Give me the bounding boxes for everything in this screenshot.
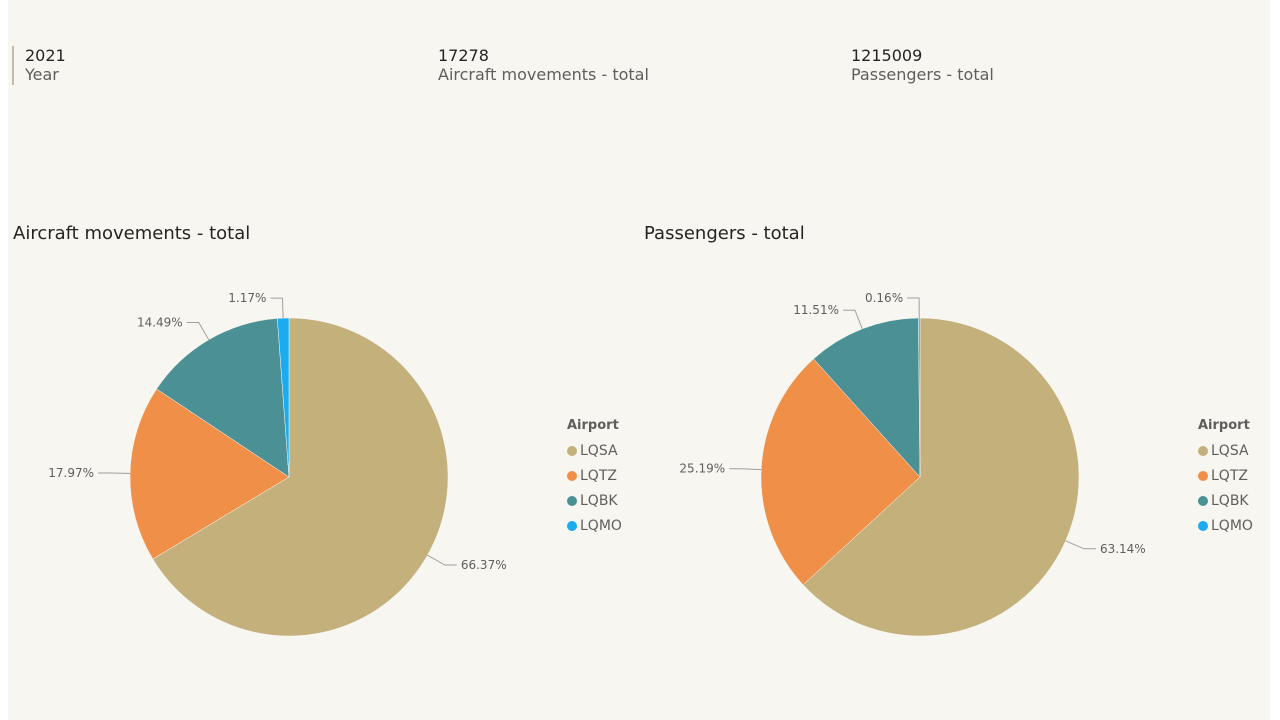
legend-dot-icon: [1198, 520, 1208, 531]
chart-passengers-title: Passengers - total: [644, 223, 805, 244]
legend-item-lqbk[interactable]: LQBK: [567, 488, 622, 513]
data-label-lqtz: 25.19%: [679, 462, 725, 476]
kpi-year-label: Year: [25, 65, 59, 84]
pie-chart-passengers[interactable]: 63.14% 25.19% 11.51% 0.16%: [631, 260, 1191, 660]
legend-label: LQBK: [1211, 492, 1249, 509]
pie-chart-aircraft[interactable]: 66.37% 17.97% 14.49% 1.17%: [0, 260, 560, 660]
legend-item-lqtz[interactable]: LQTZ: [1198, 463, 1253, 488]
leader-line-lqbk: [186, 321, 210, 340]
data-label-lqbk: 14.49%: [137, 315, 183, 329]
legend-dot-icon: [567, 520, 577, 531]
legend-dot-icon: [1198, 495, 1208, 506]
legend-label: LQTZ: [1211, 467, 1248, 484]
legend-item-lqmo[interactable]: LQMO: [567, 513, 622, 538]
legend-dot-icon: [567, 495, 577, 506]
legend-title: Airport: [567, 418, 619, 433]
kpi-passengers-label: Passengers - total: [851, 65, 994, 84]
legend-label: LQSA: [580, 442, 618, 459]
data-label-lqtz: 17.97%: [48, 466, 94, 480]
legend-label: LQMO: [1211, 517, 1253, 534]
kpi-accent-bar: [12, 46, 14, 85]
leader-line-lqmo: [907, 297, 920, 319]
data-label-lqbk: 11.51%: [793, 303, 839, 317]
leader-line-lqbk: [842, 309, 863, 330]
kpi-aircraft-card[interactable]: 17278 Aircraft movements - total: [438, 46, 649, 84]
legend-aircraft: Airport LQSA LQTZ LQBK LQMO: [567, 418, 622, 538]
leader-line-lqmo: [270, 297, 284, 319]
kpi-year-card[interactable]: 2021 Year: [25, 46, 66, 84]
kpi-year-value: 2021: [25, 46, 66, 65]
data-label-lqmo: 1.17%: [228, 291, 266, 305]
kpi-aircraft-label: Aircraft movements - total: [438, 65, 649, 84]
kpi-passengers-value: 1215009: [851, 46, 923, 65]
data-label-lqsa: 66.37%: [461, 558, 507, 572]
legend-item-lqbk[interactable]: LQBK: [1198, 488, 1253, 513]
leader-line-lqsa: [427, 554, 457, 566]
kpi-aircraft-value: 17278: [438, 46, 489, 65]
legend-label: LQBK: [580, 492, 618, 509]
legend-item-lqtz[interactable]: LQTZ: [567, 463, 622, 488]
pie-slice-lqsa[interactable]: [802, 317, 1080, 637]
legend-label: LQSA: [1211, 442, 1249, 459]
kpi-passengers-card[interactable]: 1215009 Passengers - total: [851, 46, 994, 84]
chart-aircraft-title: Aircraft movements - total: [13, 223, 251, 244]
legend-dot-icon: [567, 445, 577, 456]
legend-dot-icon: [1198, 445, 1208, 456]
leader-line-lqsa: [1065, 540, 1096, 550]
legend-dot-icon: [567, 470, 577, 481]
legend-title: Airport: [1198, 418, 1250, 433]
legend-dot-icon: [1198, 470, 1208, 481]
data-label-lqsa: 63.14%: [1100, 542, 1146, 556]
legend-label: LQMO: [580, 517, 622, 534]
legend-item-lqsa[interactable]: LQSA: [567, 438, 622, 463]
legend-item-lqsa[interactable]: LQSA: [1198, 438, 1253, 463]
legend-passengers: Airport LQSA LQTZ LQBK LQMO: [1198, 418, 1253, 538]
pie-slice-lqbk[interactable]: [813, 317, 921, 478]
data-label-lqmo: 0.16%: [865, 291, 903, 305]
legend-item-lqmo[interactable]: LQMO: [1198, 513, 1253, 538]
legend-label: LQTZ: [580, 467, 617, 484]
leader-line-lqtz: [729, 468, 762, 471]
